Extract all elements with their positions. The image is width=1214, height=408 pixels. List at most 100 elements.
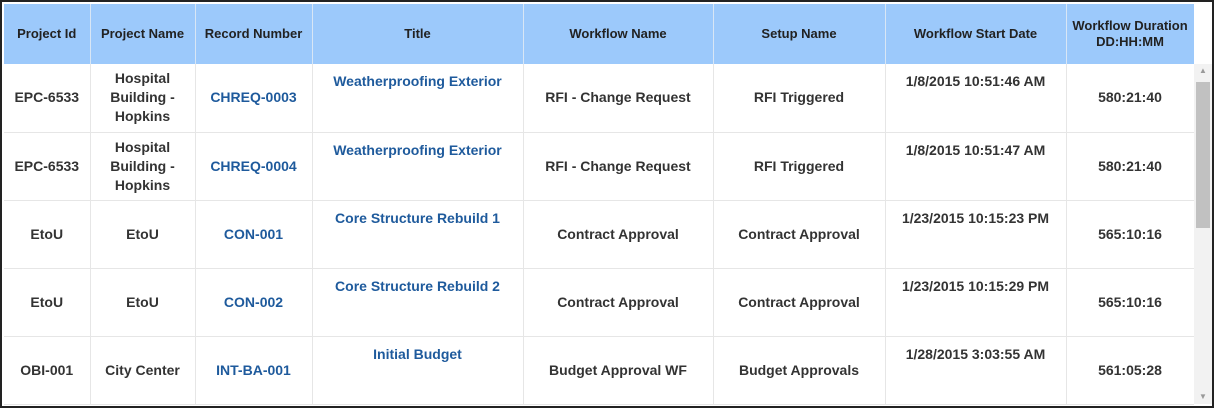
duration-text: 580:21:40 [1098,157,1162,174]
project-id-text: EtoU [30,225,64,242]
record-number-link[interactable]: CHREQ-0004 [210,157,297,174]
cell-setup-name: Budget Approvals [713,336,886,405]
cell-workflow-name: Contract Approval [523,268,714,337]
cell-setup-name: RFI Triggered [713,64,886,133]
table-row[interactable]: OBI-001 City Center INT-BA-001 Initial Budg… [4,336,1194,405]
project-id-text: OBI-001 [20,361,74,378]
table-row[interactable]: EtoU EtoU CON-001 Core Structure Rebuild 1 C… [4,200,1194,269]
cell-title: Core Structure Rebuild 1 [312,200,524,269]
duration-text: 580:21:40 [1098,89,1162,106]
project-name-text: City Center [105,361,180,378]
cell-duration: 580:21:40 [1066,64,1194,133]
column-header[interactable]: Project Name [90,4,196,64]
setup-name-text: RFI Triggered [753,89,845,106]
data-grid: Project Id Project Name Record Number Title… [4,4,1194,406]
setup-name-text: RFI Triggered [753,157,845,174]
column-header[interactable]: Project Id [4,4,91,64]
setup-name-text: Contract Approval [738,225,860,242]
start-date-text: 1/23/2015 10:15:23 PM [901,209,1050,226]
column-header[interactable]: Workflow Duration DD:HH:MM [1066,4,1194,64]
cell-project-id: EPC-6533 [4,132,91,201]
cell-duration: 580:21:40 [1066,132,1194,201]
vertical-scrollbar[interactable]: ▲ ▼ [1194,64,1212,404]
column-header[interactable]: Workflow Start Date [885,4,1067,64]
cell-title: Core Structure Rebuild 2 [312,268,524,337]
table-row[interactable]: EtoU EtoU CON-002 Core Structure Rebuild 2 C… [4,268,1194,337]
scrollbar-thumb[interactable] [1196,82,1210,228]
project-id-text: EPC-6533 [14,157,80,174]
duration-text: 561:05:28 [1098,361,1162,378]
cell-title: Weatherproofing Exterior [312,132,524,201]
cell-record-number: CON-002 [195,268,313,337]
duration-text: 565:10:16 [1098,293,1162,310]
table-row[interactable]: EPC-6533 Hospital Building - Hopkins CHREQ… [4,132,1194,201]
start-date-text: 1/8/2015 10:51:47 AM [905,141,1046,158]
record-number-link[interactable]: CHREQ-0003 [210,89,297,106]
arrow-up-icon[interactable]: ▲ [1199,66,1207,75]
title-link[interactable]: Weatherproofing Exterior [333,73,502,89]
workflow-name-text: Contract Approval [557,225,679,242]
cell-project-id: EtoU [4,268,91,337]
cell-start-date: 1/23/2015 10:15:23 PM [885,200,1067,269]
setup-name-text: Contract Approval [738,293,860,310]
cell-project-name: Hospital Building - Hopkins [90,132,196,201]
header-row: Project Id Project Name Record Number Title… [4,4,1194,64]
cell-title: Weatherproofing Exterior [312,64,524,133]
cell-workflow-name: Budget Approval WF [523,336,714,405]
record-number-link[interactable]: CON-001 [223,225,284,242]
project-id-text: EPC-6533 [14,89,80,106]
table-row[interactable]: EPC-6533 Hospital Building - Hopkins CHREQ… [4,64,1194,133]
workflow-name-text: RFI - Change Request [545,89,691,106]
cell-setup-name: Contract Approval [713,200,886,269]
setup-name-text: Budget Approvals [738,361,860,378]
cell-start-date: 1/8/2015 10:51:46 AM [885,64,1067,133]
cell-workflow-name: RFI - Change Request [523,132,714,201]
cell-project-name: Hospital Building - Hopkins [90,64,196,133]
column-header[interactable]: Setup Name [713,4,886,64]
cell-start-date: 1/23/2015 10:15:29 PM [885,268,1067,337]
cell-start-date: 1/8/2015 10:51:47 AM [885,132,1067,201]
workflow-name-text: Contract Approval [557,293,679,310]
column-header[interactable]: Title [312,4,524,64]
cell-project-name: EtoU [90,268,196,337]
cell-record-number: CHREQ-0003 [195,64,313,133]
cell-project-name: EtoU [90,200,196,269]
start-date-text: 1/23/2015 10:15:29 PM [901,277,1050,294]
project-id-text: EtoU [30,293,64,310]
project-name-text: Hospital Building - Hopkins [110,138,175,193]
cell-project-id: OBI-001 [4,336,91,405]
column-header[interactable]: Workflow Name [523,4,714,64]
title-link[interactable]: Core Structure Rebuild 2 [335,277,500,294]
cell-record-number: CHREQ-0004 [195,132,313,201]
cell-duration: 565:10:16 [1066,200,1194,269]
cell-duration: 561:05:28 [1066,336,1194,405]
cell-project-id: EtoU [4,200,91,269]
record-number-link[interactable]: INT-BA-001 [216,361,291,378]
cell-title: Initial Budget [312,336,524,405]
duration-text: 565:10:16 [1098,225,1162,242]
cell-record-number: CON-001 [195,200,313,269]
cell-workflow-name: Contract Approval [523,200,714,269]
cell-project-name: City Center [90,336,196,405]
start-date-text: 1/8/2015 10:51:46 AM [905,73,1046,89]
workflow-name-text: RFI - Change Request [545,157,691,174]
cell-start-date: 1/28/2015 3:03:55 AM [885,336,1067,405]
arrow-down-icon[interactable]: ▼ [1199,392,1207,401]
project-name-text: EtoU [126,293,159,310]
cell-setup-name: RFI Triggered [713,132,886,201]
cell-record-number: INT-BA-001 [195,336,313,405]
project-name-text: EtoU [126,225,159,242]
workflow-name-text: Budget Approval WF [549,361,687,378]
title-link[interactable]: Core Structure Rebuild 1 [335,209,500,226]
column-header[interactable]: Record Number [195,4,313,64]
cell-setup-name: Contract Approval [713,268,886,337]
title-link[interactable]: Weatherproofing Exterior [333,141,502,158]
start-date-text: 1/28/2015 3:03:55 AM [905,345,1046,362]
record-number-link[interactable]: CON-002 [223,293,284,310]
cell-duration: 565:10:16 [1066,268,1194,337]
project-name-text: Hospital Building - Hopkins [110,70,175,125]
cell-workflow-name: RFI - Change Request [523,64,714,133]
cell-project-id: EPC-6533 [4,64,91,133]
title-link[interactable]: Initial Budget [373,345,462,362]
